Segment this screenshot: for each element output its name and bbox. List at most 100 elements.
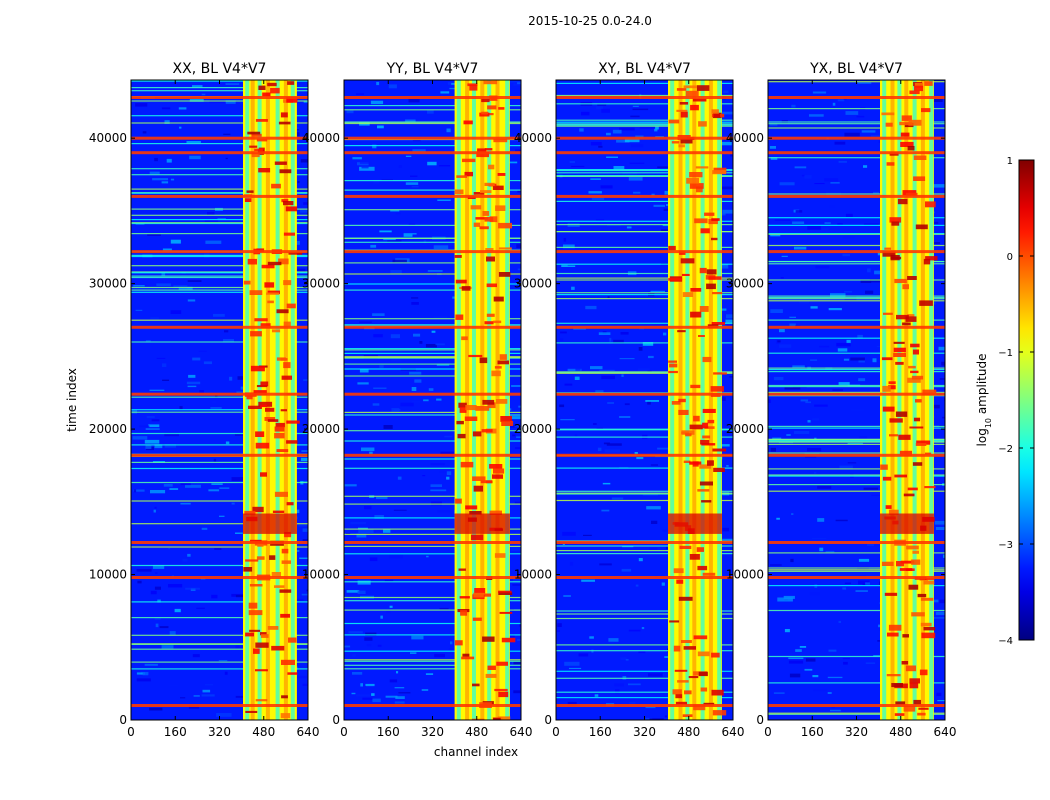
heatmap-texture-xx xyxy=(298,524,308,527)
heatmap-texture-xx xyxy=(150,490,166,494)
heatmap-strong-row-yx xyxy=(768,392,945,396)
heatmap-texture-xx xyxy=(186,381,201,385)
heatmap-hotspot-yy xyxy=(473,485,483,492)
heatmap-texture-xy xyxy=(604,449,620,453)
heatmap-texture-xx xyxy=(216,713,232,717)
heatmap-texture-xy xyxy=(567,701,577,706)
heatmap-strong-row-xy xyxy=(556,194,733,198)
heatmap-hotspot-yx xyxy=(903,705,916,712)
heatmap-texture-xx xyxy=(170,178,175,181)
heatmap-hotspot-xx xyxy=(249,584,263,587)
heatmap-texture-yx xyxy=(781,255,788,257)
heatmap-texture-xy xyxy=(599,369,615,371)
heatmap-texture-yx xyxy=(943,554,945,558)
heatmap-texture-xx xyxy=(156,283,171,286)
heatmap-texture-xy xyxy=(639,127,656,129)
heatmap-hotspot-yx xyxy=(924,486,936,489)
heatmap-hotspot-yx xyxy=(886,674,901,677)
heatmap-hotspot-yx xyxy=(911,612,925,617)
heatmap-texture-xy xyxy=(590,142,602,146)
heatmap-texture-yy xyxy=(369,557,378,562)
heatmap-hotspot-yx xyxy=(913,155,927,160)
heatmap-hotspot-xx xyxy=(283,362,291,369)
heatmap-texture-yx xyxy=(827,692,832,694)
heatmap-rfi-line-xx xyxy=(131,432,308,435)
heatmap-hotspot-xy xyxy=(678,409,689,415)
heatmap-rfi-line-yy xyxy=(344,324,521,326)
heatmap-hotspot-xy xyxy=(678,144,685,148)
heatmap-texture-xx xyxy=(137,580,142,584)
heatmap-texture-yx xyxy=(830,709,841,712)
heatmap-rfi-line-xx xyxy=(131,255,308,258)
y-tick-label-yy: 30000 xyxy=(302,277,340,291)
heatmap-rfi-line-yx xyxy=(768,425,945,427)
heatmap-texture-yx xyxy=(788,657,804,659)
heatmap-rfi-line-xy xyxy=(556,246,733,248)
heatmap-texture-xy xyxy=(628,629,641,632)
heatmap-texture-xx xyxy=(235,645,240,649)
heatmap-texture-xx xyxy=(164,432,179,437)
heatmap-hotspot-xx xyxy=(267,626,279,630)
heatmap-hotspot-xx xyxy=(288,251,303,255)
heatmap-texture-yy xyxy=(389,679,398,683)
heatmap-texture-xy xyxy=(616,139,630,143)
y-tick-label-yy: 10000 xyxy=(302,568,340,582)
heatmap-texture-yx xyxy=(857,81,872,84)
heatmap-texture-yy xyxy=(348,631,363,634)
heatmap-texture-xx xyxy=(223,339,234,343)
heatmap-texture-xy xyxy=(632,105,639,107)
heatmap-texture-xy xyxy=(614,683,624,687)
heatmap-rfi-line-xx xyxy=(131,222,308,225)
x-tick-label-xy: 640 xyxy=(722,725,745,739)
heatmap-hotspot-yy xyxy=(458,568,466,571)
heatmap-texture-xy xyxy=(607,402,614,404)
heatmap-hotspot-xy xyxy=(707,460,714,466)
heatmap-hotspot-xx xyxy=(281,375,292,380)
heatmap-texture-yy xyxy=(514,425,521,428)
heatmap-texture-yy xyxy=(411,387,417,391)
heatmap-hotspot-yy xyxy=(462,158,476,163)
heatmap-texture-yx xyxy=(832,389,843,391)
heatmap-texture-yx xyxy=(871,494,883,496)
heatmap-texture-yy xyxy=(440,91,450,94)
heatmap-texture-yx xyxy=(842,658,850,660)
heatmap-texture-yy xyxy=(394,701,405,704)
heatmap-hotspot-xx xyxy=(258,168,271,173)
heatmap-texture-xy xyxy=(726,465,729,467)
heatmap-hotspot-xy xyxy=(713,372,727,375)
heatmap-hotspot-xy xyxy=(707,419,715,424)
heatmap-rfi-line-xx xyxy=(131,461,308,463)
heatmap-hotspot-yx xyxy=(913,699,921,705)
heatmap-hotspot-xx xyxy=(246,394,253,400)
heatmap-hotspot-yy xyxy=(454,255,462,258)
heatmap-strong-row-xy xyxy=(556,151,733,155)
heatmap-texture-yx xyxy=(873,191,879,194)
heatmap-hotspot-yx xyxy=(882,385,891,392)
heatmap-texture-xy xyxy=(561,265,576,267)
heatmap-hotspot-xx xyxy=(281,659,295,665)
heatmap-texture-yy xyxy=(383,425,393,429)
heatmap-texture-xx xyxy=(152,565,165,569)
heatmap-hotspot-xx xyxy=(244,510,256,515)
heatmap-rfi-line-yy xyxy=(344,609,521,611)
heatmap-rfi-stripe-yx xyxy=(929,80,934,720)
heatmap-rfi-line-xy xyxy=(556,220,733,222)
y-tick-label-xx: 0 xyxy=(119,713,127,727)
x-tick-label-yy: 480 xyxy=(465,725,488,739)
heatmap-texture-yx xyxy=(844,582,851,584)
heatmap-hotspot-yx xyxy=(895,361,904,365)
heatmap-texture-xy xyxy=(613,166,625,170)
heatmap-texture-yx xyxy=(867,268,871,273)
heatmap-hotspot-yy xyxy=(459,596,470,599)
x-tick-label-xx: 0 xyxy=(127,725,135,739)
heatmap-texture-xy xyxy=(625,659,629,661)
heatmap-rfi-line-yx xyxy=(768,233,945,235)
heatmap-texture-xx xyxy=(149,171,160,175)
heatmap-texture-xy xyxy=(598,332,611,335)
heatmap-rfi-line-yx xyxy=(768,439,945,442)
heatmap-hotspot-yx xyxy=(908,119,922,126)
heatmap-hotspot-yy xyxy=(470,205,482,210)
heatmap-rfi-line-yx xyxy=(768,441,945,443)
heatmap-hotspot-xy xyxy=(712,292,723,295)
heatmap-hotspot-xx xyxy=(283,232,295,236)
